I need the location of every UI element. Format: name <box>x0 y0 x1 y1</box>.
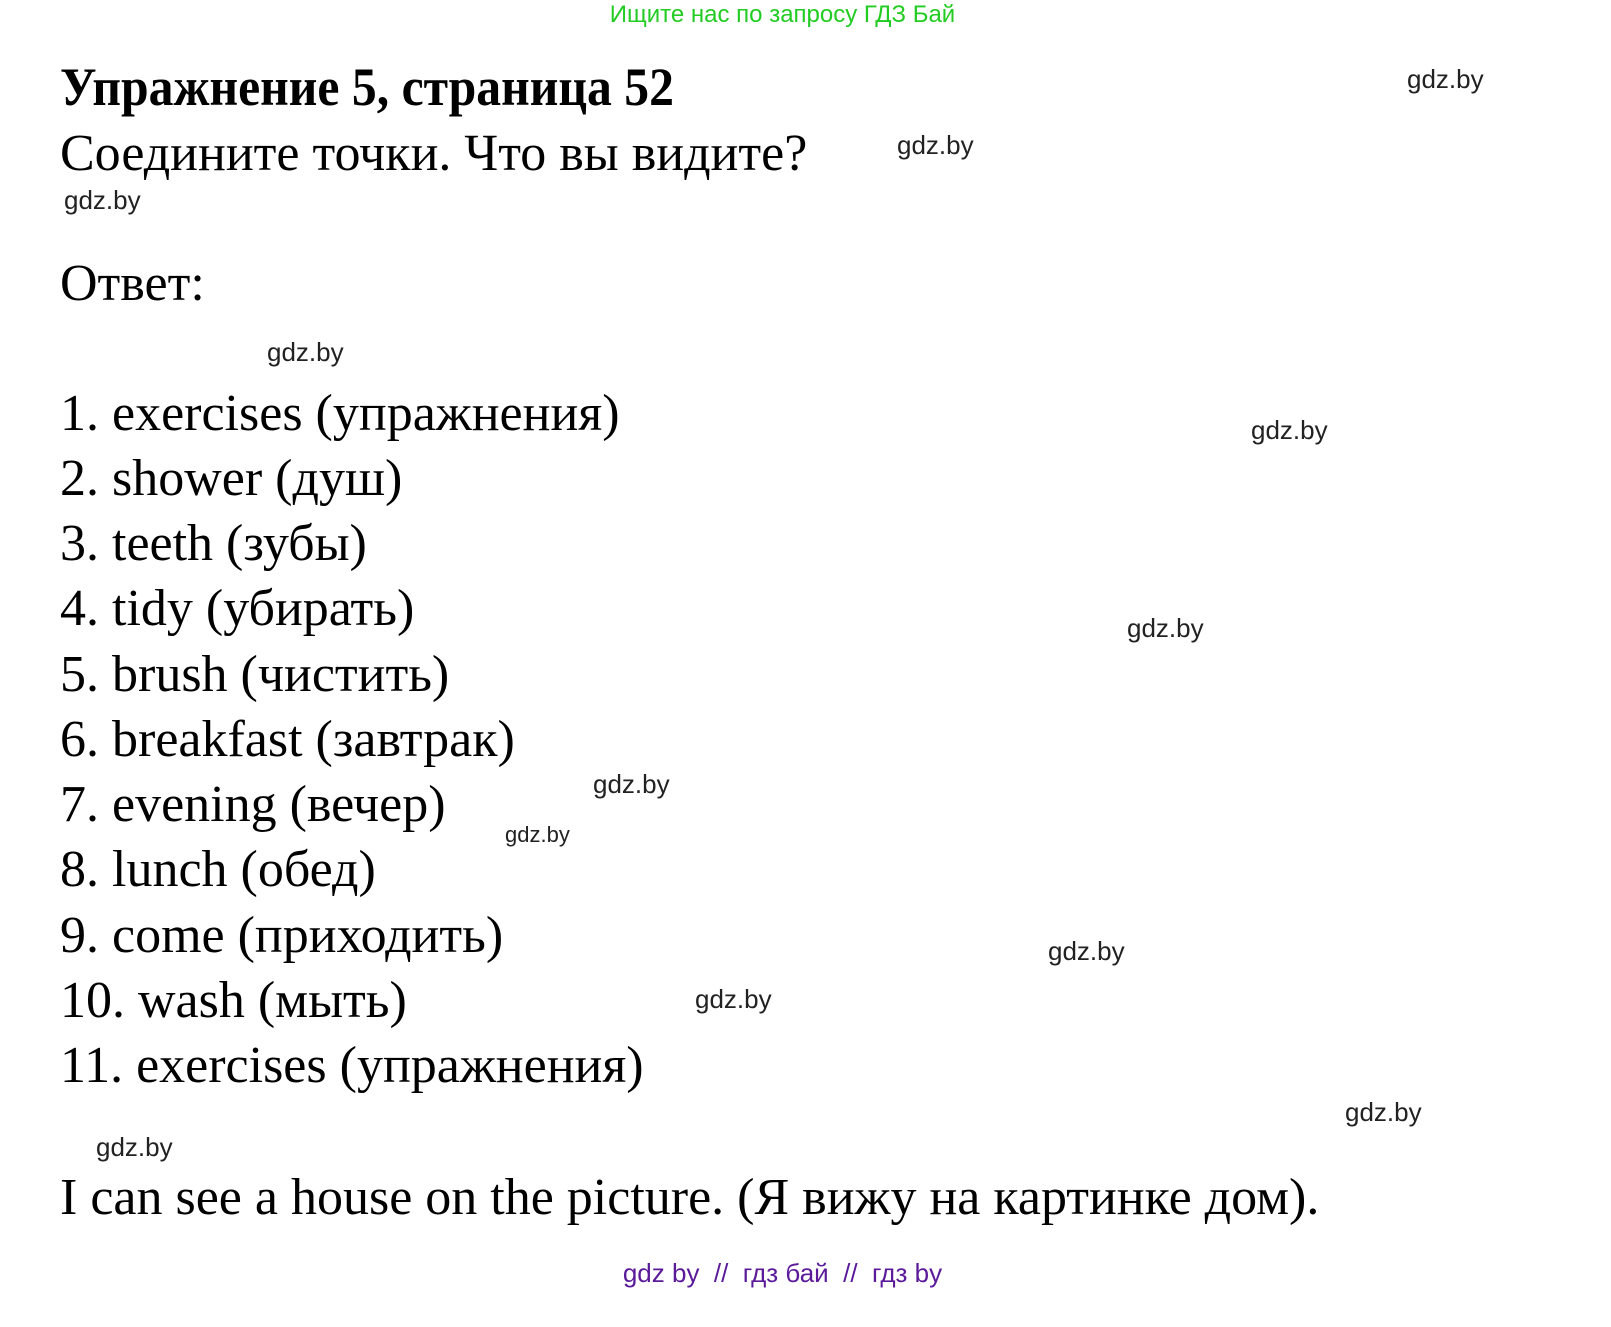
watermark: gdz.by <box>1251 415 1328 445</box>
watermark: gdz.by <box>593 769 670 799</box>
watermark: gdz.by <box>1048 936 1125 966</box>
watermark: gdz.by <box>1345 1097 1422 1127</box>
watermark: gdz.by <box>1407 64 1484 94</box>
answer-item: 3. teeth (зубы) <box>60 515 367 572</box>
watermark: gdz.by <box>267 337 344 367</box>
answer-item: 4. tidy (убирать) <box>60 580 415 637</box>
page-title: Упражнение 5, страница 52 <box>60 57 674 117</box>
answer-item: 11. exercises (упражнения) <box>60 1037 644 1094</box>
answer-item: 5. brush (чистить) <box>60 646 450 703</box>
answer-item: 10. wash (мыть) <box>60 972 407 1029</box>
answer-item: 2. shower (душ) <box>60 450 403 507</box>
watermark: gdz.by <box>695 984 772 1014</box>
answer-label: Ответ: <box>60 255 205 312</box>
watermark: gdz.by <box>505 822 570 847</box>
task-text: Соедините точки. Что вы видите? <box>60 125 808 182</box>
watermark: gdz.by <box>64 185 141 215</box>
answer-item: 9. come (приходить) <box>60 907 504 964</box>
answer-item: 6. breakfast (завтрак) <box>60 711 515 768</box>
answer-item: 8. lunch (обед) <box>60 841 376 898</box>
search-hint-link[interactable]: Ищите нас по запросу ГДЗ Бай <box>609 1 956 28</box>
footer-links[interactable]: gdz by // гдз бай // гдз by <box>622 1258 943 1288</box>
watermark: gdz.by <box>897 130 974 160</box>
answer-item: 7. evening (вечер) <box>60 776 446 833</box>
answer-item: 1. exercises (упражнения) <box>60 385 620 442</box>
conclusion-text: I can see a house on the picture. (Я виж… <box>60 1169 1320 1226</box>
watermark: gdz.by <box>1127 613 1204 643</box>
watermark: gdz.by <box>96 1132 173 1162</box>
